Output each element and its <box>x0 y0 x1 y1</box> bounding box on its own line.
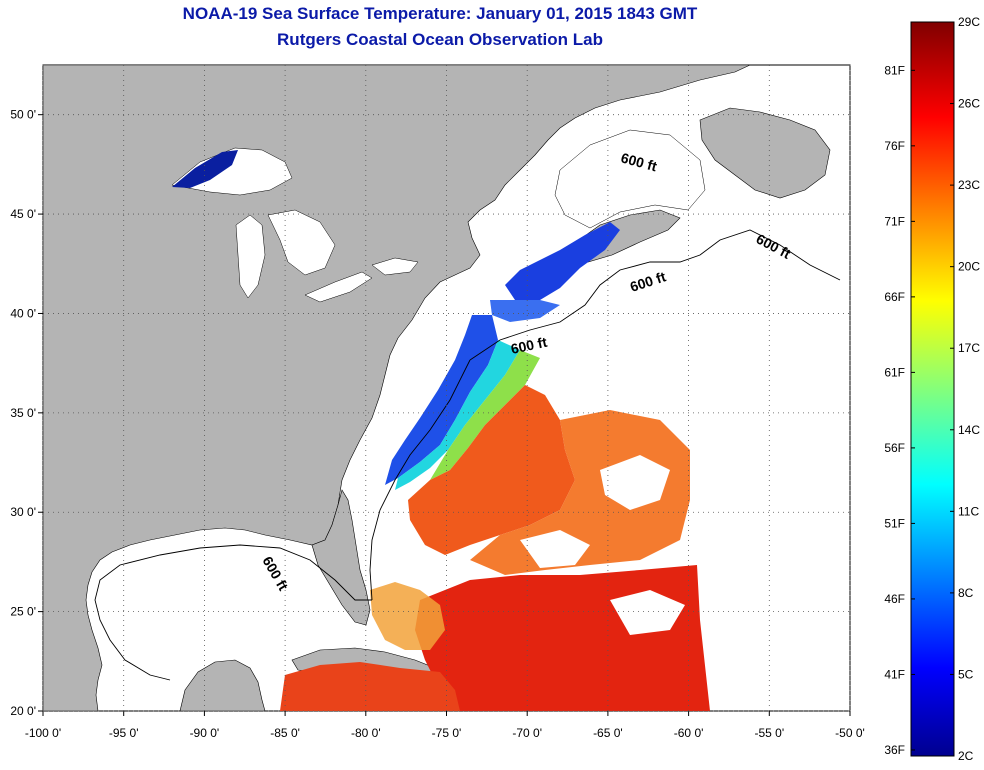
land-newfoundland <box>699 107 831 199</box>
lake-erie <box>304 271 373 303</box>
colorbar-fahrenheit-label: 81F <box>884 63 905 77</box>
grid-lines <box>38 65 851 716</box>
latitude-tick-label: 25 0' <box>10 605 36 619</box>
land-florida <box>311 489 371 626</box>
colorbar-ticks <box>911 21 954 757</box>
colorbar-fahrenheit-label: 56F <box>884 441 905 455</box>
colorbar-celsius-label: 5C <box>958 667 974 681</box>
longitude-tick-label: -80 0' <box>351 726 381 740</box>
latitude-tick-label: 20 0' <box>10 704 36 718</box>
colorbar-fahrenheit-label: 66F <box>884 290 905 304</box>
map-subtitle: Rutgers Coastal Ocean Observation Lab <box>277 30 603 49</box>
cloud-gap-1 <box>600 455 670 510</box>
sst-bahamas <box>370 582 445 650</box>
sst-sargasso <box>470 410 690 575</box>
latitude-tick-label: 40 0' <box>10 306 36 320</box>
lake-superior-ice <box>172 150 238 188</box>
colorbar-celsius-label: 11C <box>958 504 979 518</box>
latitude-tick-label: 30 0' <box>10 505 36 519</box>
longitude-tick-label: -75 0' <box>432 726 462 740</box>
contour-600ft-se <box>369 359 471 601</box>
colorbar-celsius-label: 17C <box>958 341 980 355</box>
colorbar-fahrenheit-label: 51F <box>884 516 905 530</box>
colorbar-celsius-label: 14C <box>958 423 980 437</box>
colorbar-fahrenheit-label: 76F <box>884 139 905 153</box>
colorbar <box>910 21 955 757</box>
sst-shelf-cyan <box>395 340 520 490</box>
colorbar-fahrenheit-labels: 36F 41F 46F 51F 56F 61F 66F 71F 76F 81F <box>884 63 905 757</box>
map-title: NOAA-19 Sea Surface Temperature: January… <box>182 4 698 23</box>
longitude-tick-label: -100 0' <box>25 726 61 740</box>
colorbar-celsius-label: 2C <box>958 749 974 763</box>
colorbar-celsius-label: 29C <box>958 15 980 29</box>
lake-ontario <box>371 257 419 276</box>
latitude-tick-label: 35 0' <box>10 406 36 420</box>
colorbar-celsius-label: 23C <box>958 178 980 192</box>
colorbar-fahrenheit-label: 46F <box>884 592 905 606</box>
land-north-america <box>43 65 751 711</box>
longitude-tick-label: -95 0' <box>109 726 139 740</box>
colorbar-fahrenheit-label: 61F <box>884 365 905 379</box>
longitude-tick-label: -85 0' <box>270 726 300 740</box>
colorbar-celsius-label: 20C <box>958 260 980 274</box>
longitude-tick-label: -55 0' <box>754 726 784 740</box>
longitude-labels: -100 0' -95 0' -90 0' -85 0' -80 0' -75 0' -70… <box>25 726 865 740</box>
contour-600ft-gulf <box>94 544 372 681</box>
colorbar-celsius-label: 8C <box>958 586 974 600</box>
longitude-tick-label: -70 0' <box>512 726 542 740</box>
sst-shelf-green <box>430 350 540 480</box>
sst-shelf-cold <box>385 315 498 485</box>
longitude-tick-label: -50 0' <box>835 726 865 740</box>
sst-caribbean <box>280 662 460 711</box>
longitude-tick-label: -65 0' <box>593 726 623 740</box>
latitude-labels: 50 0' 45 0' 40 0' 35 0' 30 0' 25 0' 20 0' <box>10 108 36 718</box>
colorbar-fahrenheit-label: 36F <box>884 743 905 757</box>
sst-warm-south <box>415 565 710 711</box>
land-yucatan <box>179 659 266 711</box>
longitude-tick-label: -90 0' <box>190 726 220 740</box>
colorbar-fahrenheit-label: 71F <box>884 214 905 228</box>
colorbar-celsius-labels: 2C 5C 8C 11C 14C 17C 20C 23C 26C 29C <box>958 15 980 763</box>
lake-michigan <box>235 214 266 299</box>
sst-cold-coastal <box>505 222 620 300</box>
latitude-tick-label: 50 0' <box>10 108 36 122</box>
sst-gulf-of-maine <box>490 300 560 322</box>
cloud-gap-2 <box>520 530 590 568</box>
cloud-gap-3 <box>610 590 685 635</box>
gulf-st-lawrence <box>554 129 706 229</box>
colorbar-celsius-label: 26C <box>958 97 980 111</box>
contour-600ft-north <box>469 229 841 361</box>
colorbar-fahrenheit-label: 41F <box>884 667 905 681</box>
contour-label: 600 ft <box>509 334 548 357</box>
latitude-tick-label: 45 0' <box>10 207 36 221</box>
longitude-tick-label: -60 0' <box>674 726 704 740</box>
